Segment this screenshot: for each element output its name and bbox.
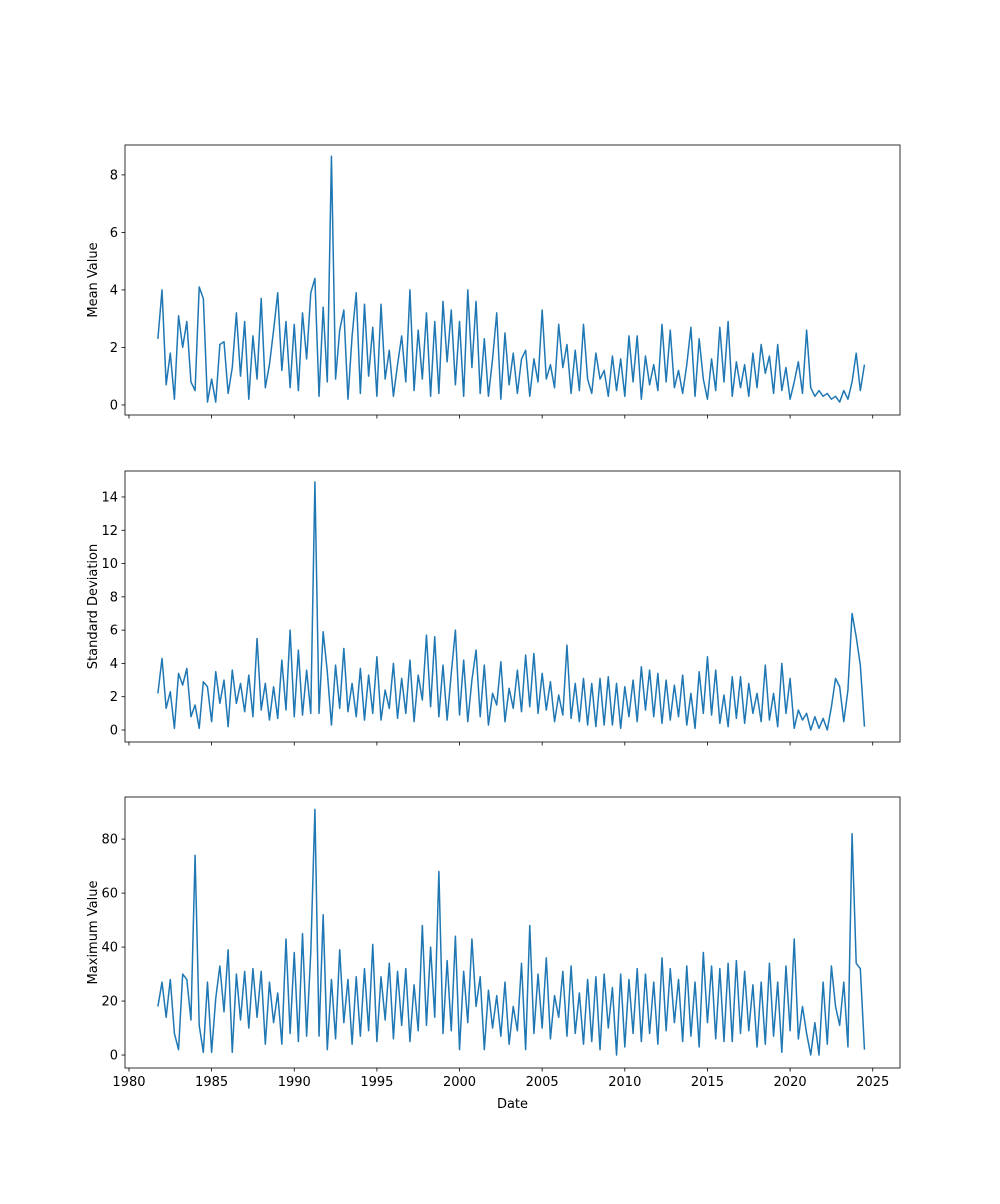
y-tick-label: 6 (110, 226, 118, 241)
y-tick-label: 80 (101, 833, 118, 848)
x-tick-label: 1990 (278, 1075, 311, 1090)
y-tick-label: 0 (110, 398, 118, 413)
x-tick-label: 2015 (691, 1075, 724, 1090)
data-line (157, 155, 866, 403)
axes-frame (124, 470, 901, 743)
x-tick-label: 2025 (856, 1075, 889, 1090)
x-tick-label: 1985 (195, 1075, 228, 1090)
y-tick-label: 2 (110, 690, 118, 705)
x-tick-label: 2000 (443, 1075, 476, 1090)
y-tick-label: 14 (101, 490, 118, 505)
y-tick-label: 2 (110, 341, 118, 356)
x-tick-label: 2020 (774, 1075, 807, 1090)
x-tick-label: 1980 (112, 1075, 145, 1090)
y-tick-label: 20 (101, 995, 118, 1010)
y-axis-label: Mean Value (86, 242, 101, 317)
x-tick-label: 2005 (526, 1075, 559, 1090)
y-tick-label: 4 (110, 283, 118, 298)
x-tick-label: 1995 (360, 1075, 393, 1090)
x-tick-label: 2010 (608, 1075, 641, 1090)
y-tick-label: 8 (110, 590, 118, 605)
y-tick-label: 40 (101, 941, 118, 956)
y-tick-label: 10 (101, 557, 118, 572)
x-axis-label: Date (497, 1097, 528, 1112)
data-line (157, 481, 866, 731)
axes-frame (124, 144, 901, 416)
y-tick-label: 8 (110, 168, 118, 183)
y-tick-label: 60 (101, 887, 118, 902)
y-tick-label: 12 (101, 524, 118, 539)
data-line (157, 808, 866, 1056)
y-tick-label: 6 (110, 624, 118, 639)
y-tick-label: 4 (110, 657, 118, 672)
y-axis-label: Maximum Value (86, 881, 101, 985)
axes-frame (124, 796, 901, 1069)
y-tick-label: 0 (110, 724, 118, 739)
y-axis-label: Standard Deviation (86, 544, 101, 669)
y-tick-label: 0 (110, 1049, 118, 1064)
